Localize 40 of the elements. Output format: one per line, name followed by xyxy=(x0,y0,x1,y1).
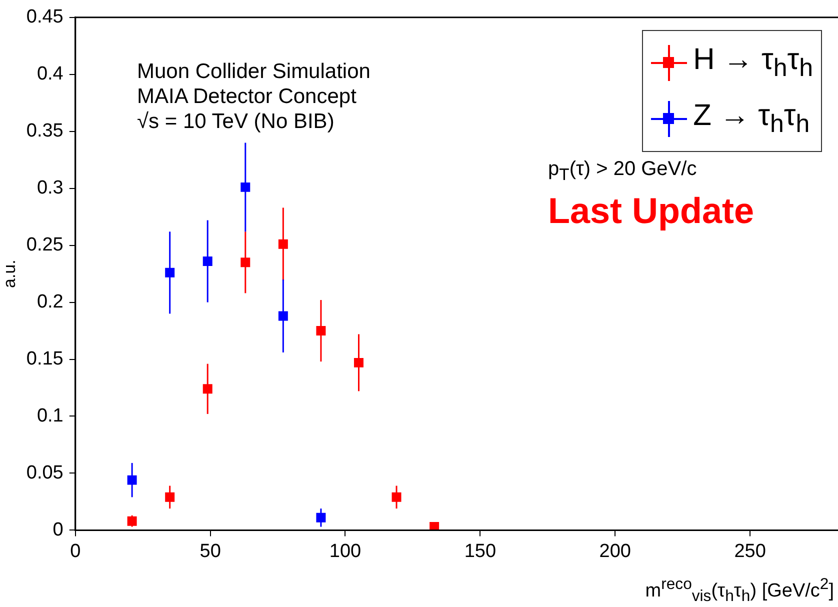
y-tick-label: 0.35 xyxy=(26,120,64,142)
x-tick-label: 50 xyxy=(200,540,221,562)
point xyxy=(278,311,288,321)
text: m$^{reco}$$_{vis}$(τ$_{h}$τ$_{h}$) [GeV/c$^{2}$] xyxy=(645,576,834,606)
annotation: Muon Collider Simulation xyxy=(137,60,370,84)
x-tick-label: 150 xyxy=(464,540,496,562)
x-tick-label: 100 xyxy=(329,540,362,562)
annotation: √s = 10 TeV (No BIB) xyxy=(137,110,334,134)
point xyxy=(202,256,212,266)
x-tick-label: 0 xyxy=(70,540,81,562)
point xyxy=(240,258,250,268)
y-tick-label: 0.05 xyxy=(26,462,64,484)
point xyxy=(316,512,326,522)
point xyxy=(354,358,364,368)
point xyxy=(392,492,402,502)
legend-label: H → τ$_{h}$τ$_{h}$ xyxy=(693,43,813,83)
y-tick-label: 0.1 xyxy=(36,405,64,426)
x-tick-label: 250 xyxy=(734,540,766,562)
point xyxy=(127,516,137,526)
y-tick-label: 0.15 xyxy=(26,348,64,370)
y-tick-label: 0.4 xyxy=(36,64,64,85)
point xyxy=(165,492,175,502)
y-tick-label: 0.45 xyxy=(26,6,64,28)
point xyxy=(316,326,326,336)
point xyxy=(127,475,137,485)
y-tick-label: 0.25 xyxy=(26,234,64,256)
y-axis-title: a.u. xyxy=(0,260,19,288)
point xyxy=(430,522,440,530)
y-tick-label: 0 xyxy=(52,519,64,540)
annotation: p$_{T}$(τ) > 20 GeV/c xyxy=(548,158,697,185)
annotation: MAIA Detector Concept xyxy=(137,85,356,109)
x-tick-label: 200 xyxy=(599,540,631,562)
point xyxy=(278,239,288,249)
point xyxy=(240,182,250,192)
annotation: Last Update xyxy=(548,190,754,232)
legend-label: Z → τ$_{h}$τ$_{h}$ xyxy=(693,99,810,139)
point xyxy=(165,268,175,278)
y-tick-label: 0.2 xyxy=(36,292,64,313)
y-tick-label: 0.3 xyxy=(36,178,64,199)
point xyxy=(202,384,212,394)
